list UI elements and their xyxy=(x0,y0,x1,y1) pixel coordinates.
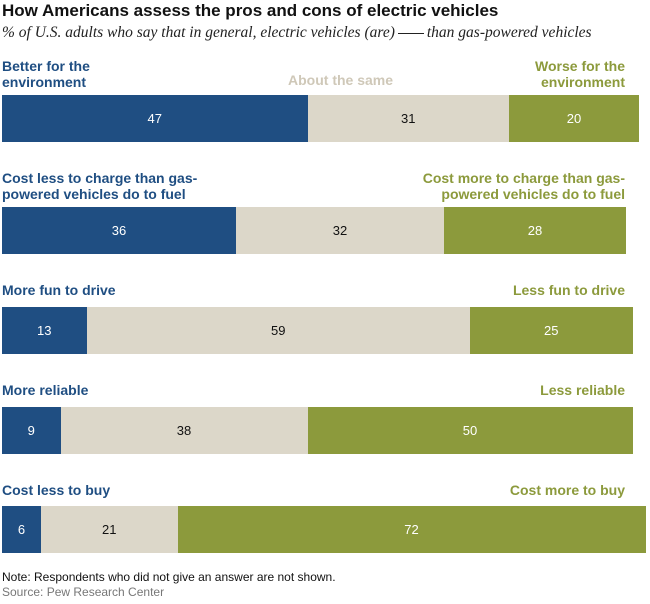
bar-segment-negative: 50 xyxy=(307,407,633,454)
bar-segment-negative: 20 xyxy=(509,95,639,142)
row-left-label: Better for the environment xyxy=(2,58,90,90)
bar-segment-negative: 72 xyxy=(177,506,646,553)
bar-segment-positive: 36 xyxy=(2,207,236,254)
row-left-label: More reliable xyxy=(2,382,89,398)
stacked-bar: 9 38 50 xyxy=(2,407,633,454)
bar-segment-same: 32 xyxy=(236,207,444,254)
row-left-label: More fun to drive xyxy=(2,282,116,298)
bar-segment-negative: 28 xyxy=(444,207,626,254)
subtitle-after: than gas-powered vehicles xyxy=(426,24,592,41)
bar-segment-same: 21 xyxy=(41,506,178,553)
chart-note: Note: Respondents who did not give an an… xyxy=(2,570,336,584)
chart-subtitle: % of U.S. adults who say that in general… xyxy=(2,24,592,42)
row-left-label: Cost less to charge than gas-powered veh… xyxy=(2,170,198,202)
middle-category-label: About the same xyxy=(288,72,394,88)
stacked-bar: 6 21 72 xyxy=(2,506,646,553)
chart-source: Source: Pew Research Center xyxy=(2,585,165,599)
stacked-bar: 47 31 20 xyxy=(2,95,639,142)
bar-segment-positive: 9 xyxy=(2,407,61,454)
bar-segment-same: 38 xyxy=(60,407,308,454)
row-right-label: Less reliable xyxy=(540,382,625,398)
row-right-label: Cost more to buy xyxy=(509,482,625,498)
row-left-label: Cost less to buy xyxy=(2,482,111,498)
stacked-bar: 13 59 25 xyxy=(2,307,633,354)
row-right-label: Cost more to charge than gas-powered veh… xyxy=(422,170,625,202)
bar-segment-positive: 13 xyxy=(2,307,87,354)
subtitle-blank xyxy=(397,33,424,34)
subtitle-before: % of U.S. adults who say that in general… xyxy=(2,24,395,41)
bar-segment-positive: 6 xyxy=(2,506,41,553)
bar-segment-same: 31 xyxy=(307,95,509,142)
chart-title: How Americans assess the pros and cons o… xyxy=(2,1,499,20)
row-right-label: Less fun to drive xyxy=(512,282,625,298)
bar-segment-negative: 25 xyxy=(470,307,633,354)
bar-segment-positive: 47 xyxy=(2,95,308,142)
stacked-bar: 36 32 28 xyxy=(2,207,626,254)
bar-segment-same: 59 xyxy=(86,307,470,354)
row-right-label: Worse for the environment xyxy=(535,58,625,90)
